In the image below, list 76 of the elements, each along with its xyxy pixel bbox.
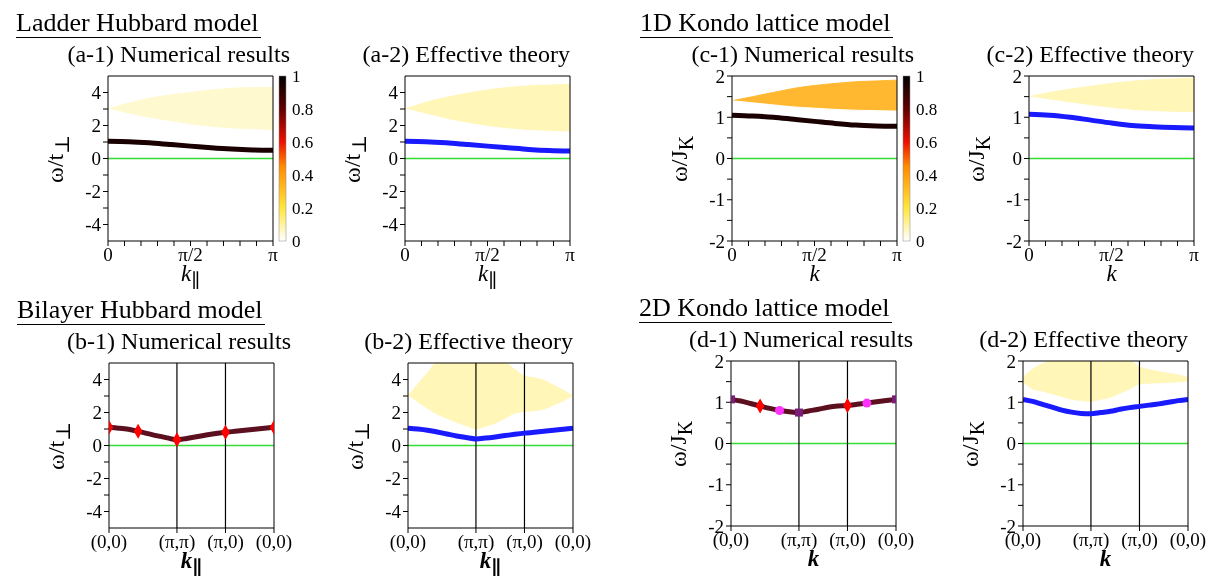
y-tick-label: 4 (388, 82, 399, 104)
chart-title: (a-1) Numerical results (66, 40, 290, 68)
color-bar-label: 0.8 (916, 100, 938, 119)
y-tick-label: 0 (715, 148, 725, 170)
y-tick-label: 2 (91, 115, 101, 137)
x-tick-label: π (268, 244, 279, 266)
x-tick-label: (0,0) (389, 531, 427, 554)
y-tick-label: 2 (391, 402, 401, 424)
y-tick-label: 2 (388, 115, 398, 137)
y-tick-label: 1 (715, 106, 725, 128)
color-bar-label: 0.8 (292, 100, 314, 119)
y-tick-label: 1 (1006, 391, 1016, 413)
y-tick-label: 0 (91, 148, 101, 170)
color-bar-label: 0 (292, 232, 301, 251)
x-tick-label: π (892, 244, 903, 266)
y-tick-label: -1 (1006, 189, 1022, 211)
y-tick-label: -2 (382, 181, 398, 203)
chart-title: (a-2) Effective theory (362, 41, 570, 67)
x-tick-label: (π,0) (506, 531, 543, 554)
color-bar-label: 1 (292, 67, 301, 86)
y-tick-label: 0 (391, 435, 401, 457)
color-bar-label: 0.6 (916, 133, 938, 152)
y-tick-label: 2 (1012, 65, 1022, 87)
y-tick-label: -2 (385, 468, 401, 490)
text: Bilayer Hubbard model (17, 295, 265, 325)
x-tick-label: (0,0) (1169, 529, 1207, 552)
y-tick-label: -2 (85, 181, 101, 203)
x-tick-label: (0,0) (877, 529, 915, 552)
y-tick-label: 4 (391, 369, 402, 391)
x-tick-label: (0,0) (90, 531, 128, 554)
y-tick-label: -2 (709, 230, 725, 252)
y-tick-label: 0 (1012, 148, 1022, 170)
y-tick-label: 1 (1012, 106, 1022, 128)
chart-title: (b-2) Effective theory (364, 328, 573, 354)
y-tick-label: -4 (385, 501, 402, 523)
chart-title: (d-2) Effective theory (979, 326, 1188, 352)
color-bar-label: 1 (916, 67, 925, 86)
y-tick-label: 0 (714, 433, 724, 455)
color-bar-label: 0 (916, 232, 925, 251)
y-tick-label: 2 (714, 350, 724, 372)
y-tick-label: 2 (715, 65, 725, 87)
x-tick-label: π (565, 244, 576, 266)
color-bar-label: 0.2 (916, 199, 938, 218)
y-tick-label: -1 (708, 474, 724, 496)
y-tick-label: 4 (91, 82, 102, 104)
chart-title: (c-1) Numerical results (690, 40, 914, 68)
text: Ladder Hubbard model (16, 8, 261, 38)
y-tick-label: -4 (86, 501, 103, 523)
color-bar-label: 0.4 (292, 166, 314, 185)
y-tick-label: 0 (1006, 433, 1016, 455)
x-tick-label: (π,0) (207, 531, 244, 554)
color-bar-label: 0.4 (916, 166, 938, 185)
y-tick-label: -4 (382, 214, 399, 236)
y-tick-label: -4 (85, 214, 102, 236)
y-tick-label: -2 (86, 468, 102, 490)
chart-title: (b-1) Numerical results (66, 327, 291, 355)
y-tick-label: 0 (92, 435, 102, 457)
y-tick-label: -1 (1000, 474, 1016, 496)
y-tick-label: 2 (92, 402, 102, 424)
color-bar-label: 0.2 (292, 199, 314, 218)
x-tick-label: (π,0) (829, 529, 866, 552)
y-tick-label: -2 (1006, 230, 1022, 252)
x-tick-label: π (1189, 244, 1200, 266)
chart-title: (d-1) Numerical results (688, 325, 913, 353)
chart-title: (c-2) Effective theory (986, 41, 1194, 67)
y-tick-label: 0 (388, 148, 398, 170)
y-tick-label: 4 (92, 369, 103, 391)
x-tick-label: (0,0) (255, 531, 293, 554)
x-tick-label: (π,0) (1121, 529, 1158, 552)
text: 1D Kondo lattice model (640, 8, 893, 38)
y-tick-label: 2 (1006, 350, 1016, 372)
y-tick-label: -1 (709, 189, 725, 211)
x-tick-label: (0,0) (554, 531, 592, 554)
text: 2D Kondo lattice model (639, 293, 892, 323)
y-tick-label: 1 (714, 391, 724, 413)
color-bar-label: 0.6 (292, 133, 314, 152)
